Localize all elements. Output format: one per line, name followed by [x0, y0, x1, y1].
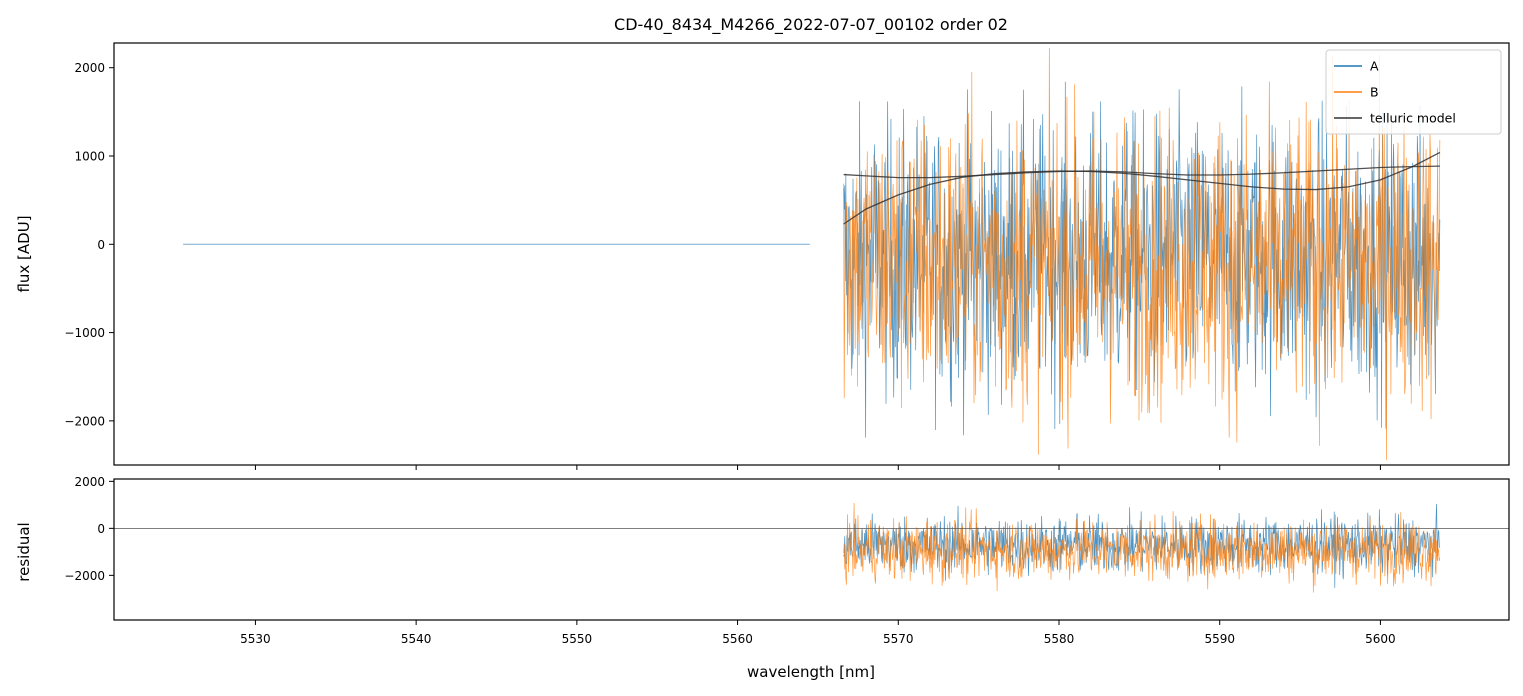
y-tick-label: −1000: [64, 326, 105, 340]
y-tick-label: 0: [97, 522, 105, 536]
x-tick-label: 5560: [722, 632, 753, 646]
x-tick-label: 5580: [1044, 632, 1075, 646]
legend-frame: [1325, 49, 1502, 135]
x-tick-label: 5550: [562, 632, 593, 646]
x-tick-label: 5600: [1365, 632, 1396, 646]
flux-plot-frame: [113, 42, 1510, 466]
legend-label-a: A: [1370, 59, 1379, 74]
y-tick-label: −2000: [64, 414, 105, 428]
x-tick-label: 5530: [240, 632, 271, 646]
y-tick-label: 2000: [74, 61, 105, 75]
x-tick-label: 5590: [1204, 632, 1235, 646]
flux-plot: 2000 1000 0 −1000 −2000: [64, 42, 1510, 470]
series-b-line: [843, 503, 1441, 593]
chart-title: CD-40_8434_M4266_2022-07-07_00102 order …: [614, 15, 1008, 35]
series-a-line: [843, 81, 1441, 438]
wavelength-axis-label: wavelength [nm]: [747, 663, 875, 681]
legend-label-b: B: [1370, 85, 1379, 100]
y-tick-label: 1000: [74, 150, 105, 164]
y-tick-label: 0: [97, 238, 105, 252]
legend-label-telluric: telluric model: [1370, 111, 1456, 126]
y-tick-label: −2000: [64, 569, 105, 583]
x-tick-label: 5540: [401, 632, 432, 646]
residual-axis-label: residual: [15, 522, 33, 581]
legend: A B telluric model: [1325, 49, 1502, 135]
telluric-model-curve-2: [843, 151, 1441, 225]
flux-axis-label: flux [ADU]: [15, 215, 33, 292]
x-tick-label: 5570: [883, 632, 914, 646]
telluric-model-curve-1: [843, 165, 1440, 179]
y-tick-label: 2000: [74, 475, 105, 489]
residual-plot: 2000 0 −2000 5530 5540 5550 5560 5570 5580 5590 5…: [64, 475, 1510, 646]
residual-plot-frame: [113, 478, 1510, 621]
series-b-line: [843, 48, 1441, 461]
